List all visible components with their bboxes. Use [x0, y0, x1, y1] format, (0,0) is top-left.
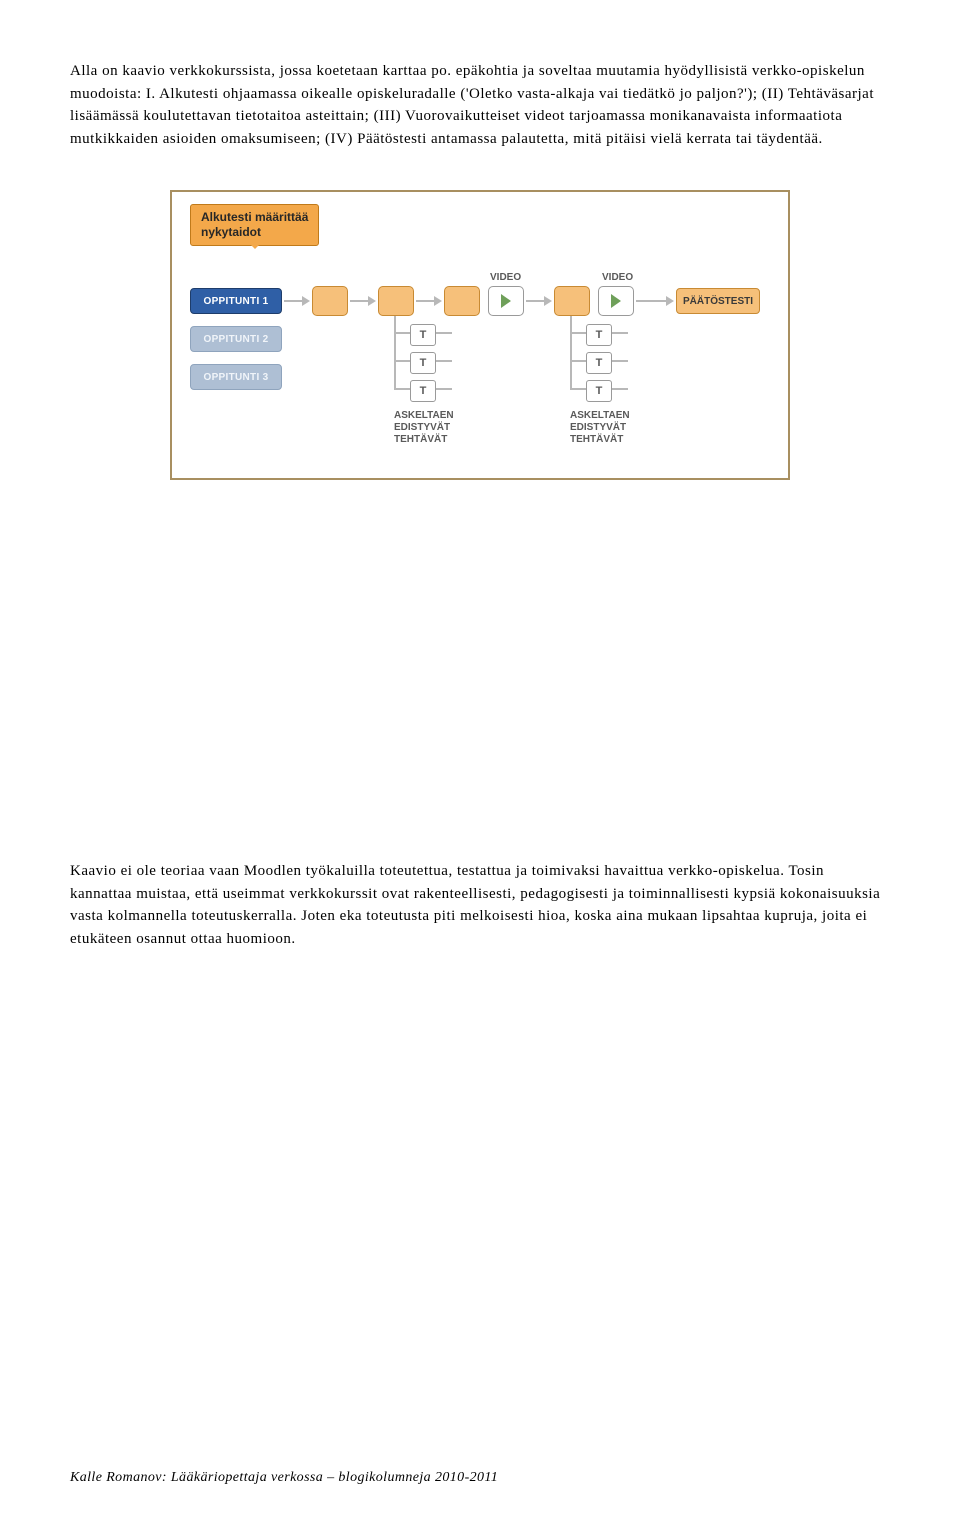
conn-t1a: [394, 316, 410, 334]
conn-t2a-r: [612, 332, 628, 334]
callout-line1: Alkutesti määrittää: [201, 210, 308, 224]
callout-start-test: Alkutesti määrittää nykytaidot: [190, 204, 319, 246]
stage1-l3: TEHTÄVÄT: [394, 434, 447, 445]
arrow-3: [416, 300, 434, 302]
page-footer: Kalle Romanov: Lääkäriopettaja verkossa …: [70, 1470, 498, 1486]
arrow-1: [284, 300, 302, 302]
lesson-1: OPPITUNTI 1: [190, 288, 282, 314]
lesson-2: OPPITUNTI 2: [190, 326, 282, 352]
stage1-l2: EDISTYVÄT: [394, 422, 450, 433]
conn-t2c-r: [612, 388, 628, 390]
stage-label-2: ASKELTAEN EDISTYVÄT TEHTÄVÄT: [570, 410, 630, 446]
t-box-1b: T: [410, 352, 436, 374]
stage-label-1: ASKELTAEN EDISTYVÄT TEHTÄVÄT: [394, 410, 454, 446]
conn-t2b: [570, 334, 586, 362]
task-box-2: [378, 286, 414, 316]
stage1-l1: ASKELTAEN: [394, 410, 454, 421]
task-box-1: [312, 286, 348, 316]
video-box-2: [598, 286, 634, 316]
diagram-container: Alkutesti määrittää nykytaidot VIDEO VID…: [170, 190, 790, 480]
conn-t2b-r: [612, 360, 628, 362]
video-box-1: [488, 286, 524, 316]
task-box-4: [554, 286, 590, 316]
task-box-3: [444, 286, 480, 316]
conn-t1a-r: [436, 332, 452, 334]
t-box-1c: T: [410, 380, 436, 402]
stage2-l1: ASKELTAEN: [570, 410, 630, 421]
arrow-2: [350, 300, 368, 302]
conn-t2c: [570, 362, 586, 390]
conn-t2a: [570, 316, 586, 334]
callout-line2: nykytaidot: [201, 225, 261, 239]
video-label-1: VIDEO: [490, 272, 521, 283]
arrow-5: [636, 300, 666, 302]
conn-t1b: [394, 334, 410, 362]
paragraph-2: Kaavio ei ole teoriaa vaan Moodlen työka…: [70, 860, 890, 950]
arrow-4: [526, 300, 544, 302]
stage2-l3: TEHTÄVÄT: [570, 434, 623, 445]
paragraph-1: Alla on kaavio verkkokurssista, jossa ko…: [70, 60, 890, 150]
lesson-3: OPPITUNTI 3: [190, 364, 282, 390]
conn-t1c: [394, 362, 410, 390]
t-box-1a: T: [410, 324, 436, 346]
stage2-l2: EDISTYVÄT: [570, 422, 626, 433]
course-diagram: Alkutesti määrittää nykytaidot VIDEO VID…: [170, 190, 790, 480]
t-box-2b: T: [586, 352, 612, 374]
t-box-2c: T: [586, 380, 612, 402]
conn-t1c-r: [436, 388, 452, 390]
final-test: PÄÄTÖSTESTI: [676, 288, 760, 314]
t-box-2a: T: [586, 324, 612, 346]
video-label-2: VIDEO: [602, 272, 633, 283]
conn-t1b-r: [436, 360, 452, 362]
